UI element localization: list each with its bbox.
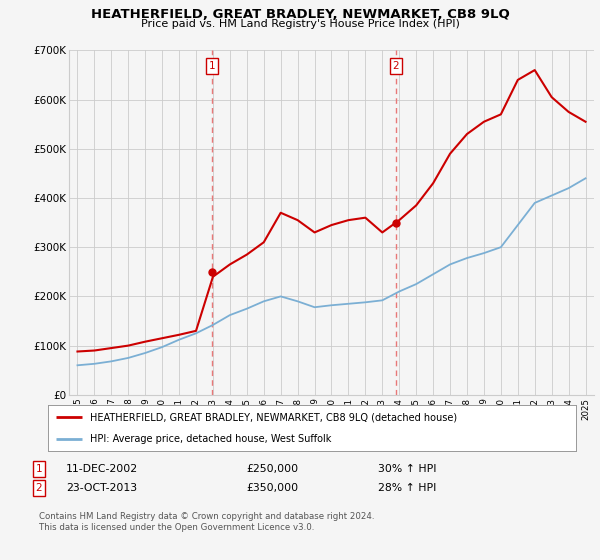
Text: 23-OCT-2013: 23-OCT-2013 [66,483,137,493]
Text: 1: 1 [209,61,215,71]
Text: 28% ↑ HPI: 28% ↑ HPI [378,483,436,493]
Text: £350,000: £350,000 [246,483,298,493]
Text: £250,000: £250,000 [246,464,298,474]
Text: HEATHERFIELD, GREAT BRADLEY, NEWMARKET, CB8 9LQ: HEATHERFIELD, GREAT BRADLEY, NEWMARKET, … [91,8,509,21]
Text: 1: 1 [35,464,43,474]
Text: 2: 2 [392,61,399,71]
Text: Price paid vs. HM Land Registry's House Price Index (HPI): Price paid vs. HM Land Registry's House … [140,19,460,29]
Text: Contains HM Land Registry data © Crown copyright and database right 2024.
This d: Contains HM Land Registry data © Crown c… [39,512,374,532]
Text: 30% ↑ HPI: 30% ↑ HPI [378,464,436,474]
Text: 11-DEC-2002: 11-DEC-2002 [66,464,138,474]
Text: 2: 2 [35,483,43,493]
Text: HPI: Average price, detached house, West Suffolk: HPI: Average price, detached house, West… [90,435,332,444]
Text: HEATHERFIELD, GREAT BRADLEY, NEWMARKET, CB8 9LQ (detached house): HEATHERFIELD, GREAT BRADLEY, NEWMARKET, … [90,412,457,422]
